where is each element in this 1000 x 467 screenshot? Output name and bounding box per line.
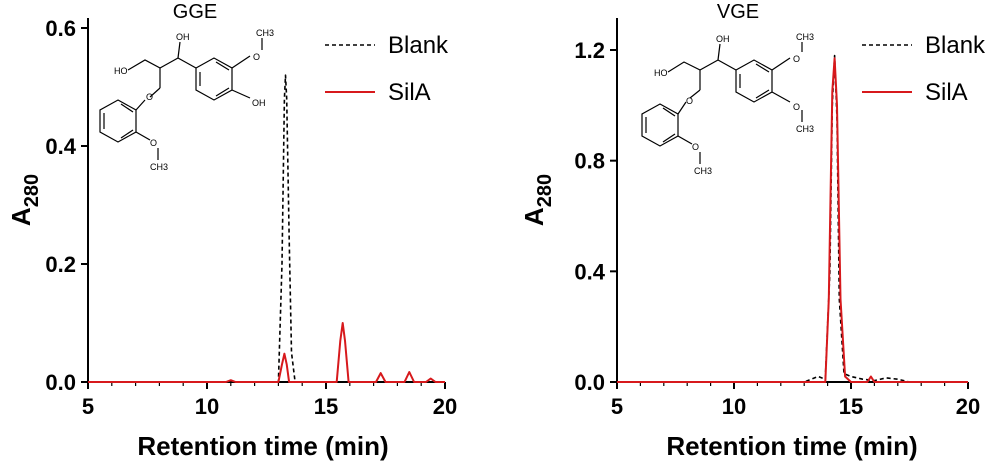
molecule-label: HO <box>114 66 128 76</box>
molecule-label: O <box>253 52 260 62</box>
chart-title: GGE <box>173 1 217 23</box>
y-tick-label: 0.6 <box>45 16 76 41</box>
chart-title: VGE <box>717 1 759 23</box>
series-line-sila <box>88 322 445 383</box>
legend: Blank SilA <box>325 32 449 106</box>
y-tick-label: 0.0 <box>574 370 605 395</box>
chart-panel-gge: GGE HO OH O <box>6 1 457 461</box>
y-axis-title-main: A <box>519 207 549 226</box>
legend-label-blank: Blank <box>388 32 449 59</box>
molecule-label: OH <box>176 32 190 42</box>
molecule-label: HO <box>654 68 668 78</box>
y-tick-label: 1.2 <box>574 38 605 63</box>
x-axis-title: Retention time (min) <box>137 431 388 461</box>
x-tick-label: 20 <box>956 394 980 419</box>
y-axis-title: A280 <box>519 174 556 226</box>
x-axis-title: Retention time (min) <box>666 431 917 461</box>
y-axis-title-main: A <box>6 207 36 226</box>
y-axis-title-sub: 280 <box>534 174 556 207</box>
legend-label-blank: Blank <box>925 32 986 59</box>
legend-label-sila: SilA <box>388 79 431 106</box>
molecule-label: O <box>686 96 693 106</box>
molecule-label: CH3 <box>694 166 712 176</box>
legend-label-sila: SilA <box>925 79 968 106</box>
y-tick-label: 0.4 <box>574 259 605 284</box>
y-tick-label: 0.8 <box>574 149 605 174</box>
y-axis-title-sub: 280 <box>21 174 43 207</box>
molecule-label: OH <box>716 34 730 44</box>
molecule-label: CH3 <box>150 162 168 172</box>
gge-structure-image <box>99 38 263 160</box>
molecule-label: O <box>150 138 157 148</box>
x-tick-label: 10 <box>722 394 746 419</box>
y-tick-label: 0.4 <box>45 134 76 159</box>
x-tick-label: 5 <box>611 394 623 419</box>
x-tick-label: 15 <box>314 394 338 419</box>
svg-text:A280: A280 <box>6 174 43 226</box>
y-axis-title: A280 <box>6 174 43 226</box>
x-tick-label: 20 <box>433 394 457 419</box>
molecule-label: CH3 <box>796 32 814 42</box>
x-tick-label: 5 <box>82 394 94 419</box>
svg-text:A280: A280 <box>519 174 556 226</box>
series-line-blank <box>88 74 445 383</box>
y-tick-label: 0.2 <box>45 252 76 277</box>
x-tick-label: 15 <box>839 394 863 419</box>
x-tick-label: 10 <box>195 394 219 419</box>
molecule-label: CH3 <box>796 124 814 134</box>
molecule-label: O <box>146 92 153 102</box>
vge-structure-image <box>641 42 803 164</box>
y-tick-label: 0.0 <box>45 370 76 395</box>
molecule-label: O <box>692 142 699 152</box>
legend: Blank SilA <box>862 32 986 106</box>
series-line-sila <box>617 57 968 383</box>
molecule-label: OH <box>252 98 266 108</box>
molecule-label: O <box>793 102 800 112</box>
molecule-label: O <box>793 54 800 64</box>
chart-panel-vge: VGE HO OH O CH3 O CH <box>519 1 986 461</box>
plot-area-vge: 5 10 15 20 0.0 0.4 0.8 1.2 <box>574 18 980 419</box>
plot-area-gge: 5 10 15 20 0.0 0.2 0.4 0.6 <box>45 16 457 419</box>
molecule-label: CH3 <box>256 28 274 38</box>
